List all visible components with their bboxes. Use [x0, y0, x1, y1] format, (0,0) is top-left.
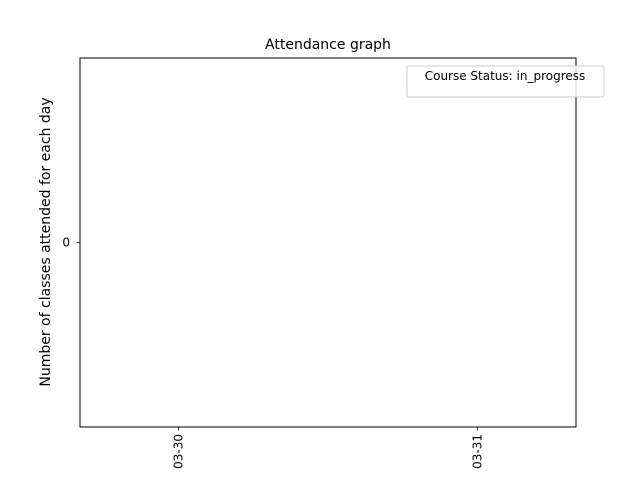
y-axis-ticks: 0: [62, 236, 80, 250]
x-axis-ticks: 03-30 03-31: [172, 427, 484, 469]
x-tick-label: 03-30: [172, 434, 186, 469]
y-axis-label: Number of classes attended for each day: [38, 97, 54, 386]
x-tick-label: 03-31: [470, 434, 484, 469]
chart-title: Attendance graph: [265, 37, 391, 53]
y-tick-label: 0: [62, 236, 70, 250]
legend-box: [406, 65, 605, 98]
legend-title: Course Status: in_progress: [425, 69, 586, 83]
legend: Course Status: in_progress: [406, 65, 605, 98]
